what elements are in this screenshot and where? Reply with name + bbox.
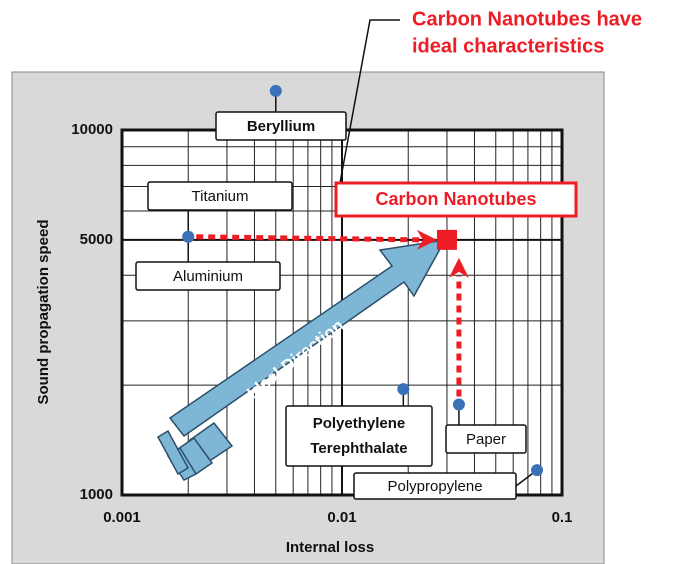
- point-label: Polyethylene: [313, 415, 406, 432]
- y-axis-label: Sound propagation speed: [35, 219, 52, 404]
- data-point: [531, 464, 543, 476]
- y-tick-label: 1000: [80, 486, 113, 503]
- y-tick-label: 5000: [80, 231, 113, 248]
- data-point: [270, 85, 282, 97]
- data-point: [182, 231, 194, 243]
- highlight-label: Carbon Nanotubes: [375, 189, 536, 209]
- chart: Ideal Direction Carbon Nanotubes have id…: [0, 0, 692, 564]
- highlight-point: [437, 230, 457, 250]
- y-tick-label: 10000: [71, 121, 113, 138]
- data-point: [453, 398, 465, 410]
- point-label: Paper: [466, 431, 506, 448]
- point-label: Terephthalate: [310, 440, 407, 457]
- x-tick-label: 0.01: [327, 509, 356, 526]
- data-point: [397, 383, 409, 395]
- x-tick-label: 0.1: [552, 509, 573, 526]
- point-label: Aluminium: [173, 268, 243, 285]
- x-axis-label: Internal loss: [286, 539, 374, 556]
- point-label: Polypropylene: [387, 478, 482, 495]
- annotation-line: Carbon Nanotubes have: [412, 8, 642, 30]
- point-label: Beryllium: [247, 118, 315, 135]
- x-tick-label: 0.001: [103, 509, 141, 526]
- point-label: Titanium: [192, 188, 249, 205]
- annotation-line: ideal characteristics: [412, 35, 604, 57]
